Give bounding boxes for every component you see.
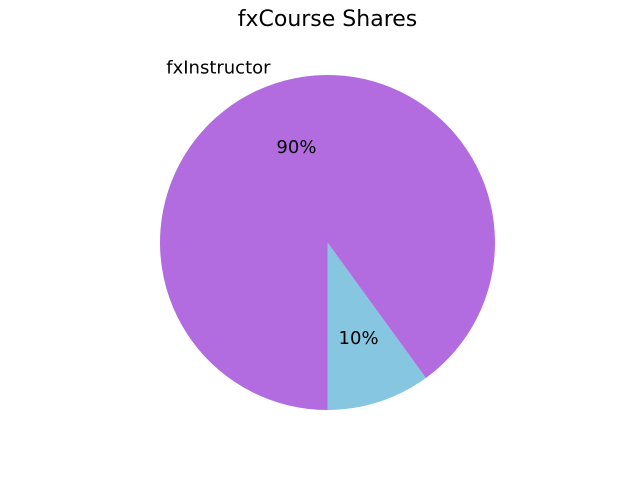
pie-pct-label-0: 10%	[339, 328, 379, 349]
pie-slice-0	[327, 242, 426, 410]
pie-slices	[160, 75, 496, 410]
pie-slice-1	[160, 75, 496, 410]
pie-labels: 10% 90% fxInstructor	[166, 57, 378, 349]
chart-title: fxCourse Shares	[238, 7, 418, 32]
pie-pct-label-1: 90%	[276, 137, 316, 158]
pie-slice-label-1: fxInstructor	[166, 57, 271, 78]
